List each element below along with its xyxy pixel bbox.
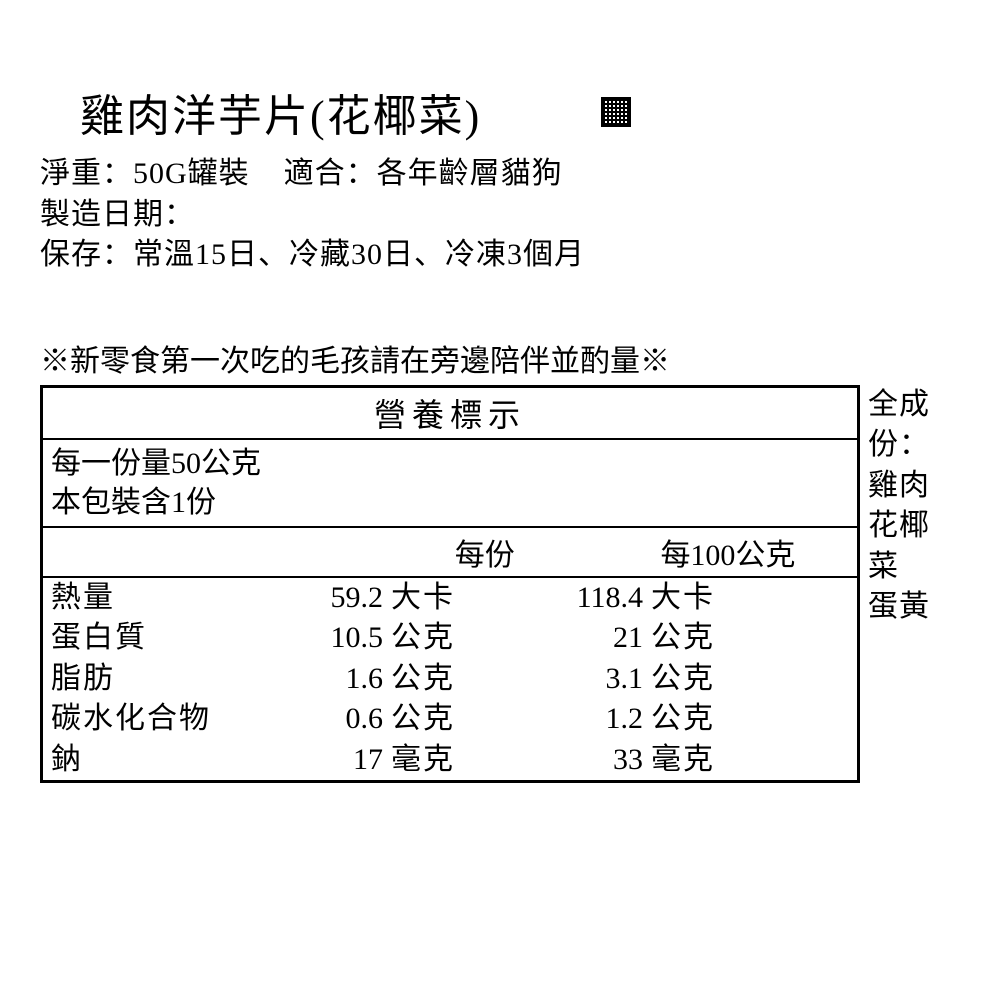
ingredients-label: 全成份： — [868, 385, 960, 466]
nutrient-val-per-100g: 1.2 — [501, 699, 651, 740]
ingredients-section: 全成份： 雞肉花椰菜蛋黃 — [868, 385, 960, 628]
nutrient-unit-per-serving: 公克 — [391, 659, 501, 700]
col-per-serving: 每份 — [371, 528, 599, 576]
suitable-value: 各年齡層貓狗 — [377, 157, 563, 190]
nutrient-val-per-serving: 10.5 — [251, 618, 391, 659]
ingredient-item: 雞肉 — [868, 466, 960, 507]
nutrient-val-per-100g: 118.4 — [501, 578, 651, 619]
nutrition-table: 營養標示 每一份量50公克 本包裝含1份 每份 每100公克 熱量59.2大卡1… — [40, 385, 860, 784]
nutrient-val-per-serving: 1.6 — [251, 659, 391, 700]
serving-size: 每一份量50公克 — [51, 444, 849, 483]
table-row: 碳水化合物0.6公克1.2公克 — [43, 699, 857, 740]
storage-label: 保存： — [40, 238, 133, 271]
table-row: 鈉17毫克33毫克 — [43, 740, 857, 781]
storage-value: 常溫15日、冷藏30日、冷凍3個月 — [133, 238, 585, 271]
nutrient-unit-per-serving: 毫克 — [391, 740, 501, 781]
nutrient-val-per-serving: 59.2 — [251, 578, 391, 619]
nutrient-name: 熱量 — [51, 578, 251, 619]
nutrient-val-per-100g: 33 — [501, 740, 651, 781]
product-title: 雞肉洋芋片(花椰菜) — [80, 80, 481, 144]
nutrient-val-per-serving: 0.6 — [251, 699, 391, 740]
nutrition-title: 營養標示 — [43, 388, 857, 440]
notice-text: ※新零食第一次吃的毛孩請在旁邊陪伴並酌量※ — [40, 336, 960, 380]
nutrient-unit-per-100g: 毫克 — [651, 740, 761, 781]
nutrient-unit-per-100g: 公克 — [651, 618, 761, 659]
nutrient-unit-per-serving: 公克 — [391, 699, 501, 740]
mfg-date-line: 製造日期： — [40, 195, 960, 236]
qr-code-icon — [601, 97, 631, 127]
nutrient-name: 鈉 — [51, 740, 251, 781]
nutrition-column-headers: 每份 每100公克 — [43, 528, 857, 578]
nutrition-rows: 熱量59.2大卡118.4大卡蛋白質10.5公克21公克脂肪1.6公克3.1公克… — [43, 578, 857, 781]
nutrient-val-per-100g: 21 — [501, 618, 651, 659]
table-row: 熱量59.2大卡118.4大卡 — [43, 578, 857, 619]
nutrient-unit-per-100g: 大卡 — [651, 578, 761, 619]
ingredient-item: 蛋黃 — [868, 587, 960, 628]
servings-per-pack: 本包裝含1份 — [51, 483, 849, 522]
ingredients-list: 雞肉花椰菜蛋黃 — [868, 466, 960, 628]
nutrient-unit-per-100g: 公克 — [651, 699, 761, 740]
info-line-weight-suitable: 淨重：50G罐裝 適合：各年齡層貓狗 — [40, 154, 960, 195]
nutrient-unit-per-serving: 公克 — [391, 618, 501, 659]
nutrient-name: 碳水化合物 — [51, 699, 251, 740]
mfg-date-label: 製造日期： — [40, 198, 195, 231]
table-row: 脂肪1.6公克3.1公克 — [43, 659, 857, 700]
col-per-100g: 每100公克 — [599, 528, 857, 576]
suitable-label: 適合： — [284, 157, 377, 190]
nutrient-unit-per-serving: 大卡 — [391, 578, 501, 619]
nutrient-val-per-100g: 3.1 — [501, 659, 651, 700]
nutrient-name: 蛋白質 — [51, 618, 251, 659]
table-row: 蛋白質10.5公克21公克 — [43, 618, 857, 659]
net-weight-label: 淨重： — [40, 157, 133, 190]
nutrient-unit-per-100g: 公克 — [651, 659, 761, 700]
nutrient-name: 脂肪 — [51, 659, 251, 700]
storage-line: 保存：常溫15日、冷藏30日、冷凍3個月 — [40, 235, 960, 276]
nutrition-serving-info: 每一份量50公克 本包裝含1份 — [43, 440, 857, 528]
ingredient-item: 花椰菜 — [868, 506, 960, 587]
nutrient-val-per-serving: 17 — [251, 740, 391, 781]
net-weight-value: 50G罐裝 — [133, 157, 250, 190]
